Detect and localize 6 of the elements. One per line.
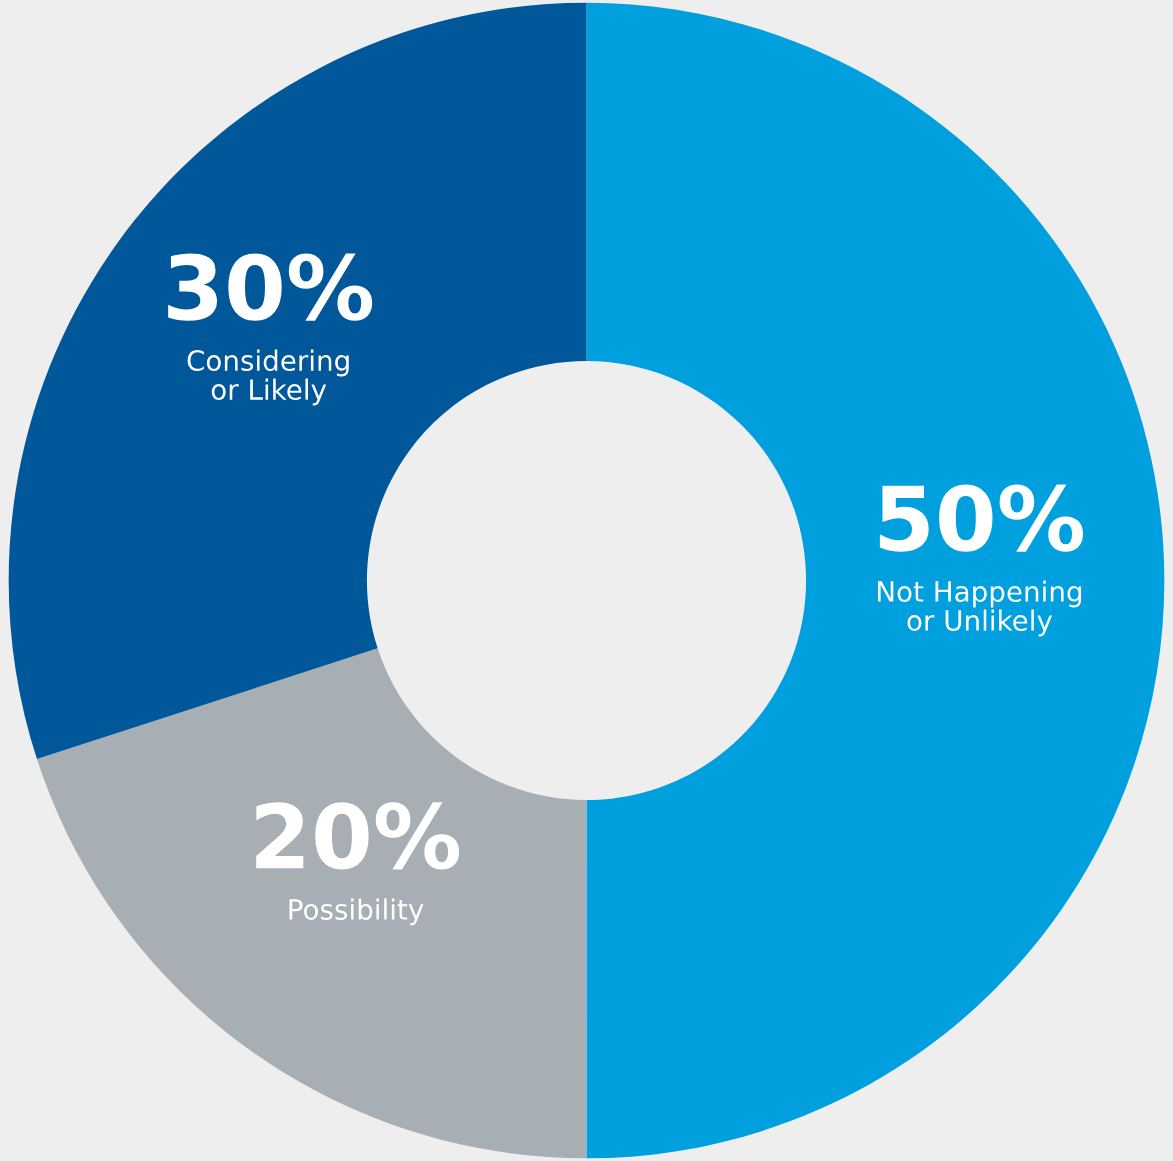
data-label: 50% (879, 484, 1083, 552)
slice-label: Considering or Likely (187, 349, 349, 406)
slice-label: Possibility (289, 898, 424, 926)
data-label: 20% (256, 802, 460, 870)
slice-label: Not Happening or Unlikely (877, 580, 1082, 637)
data-label: 30% (168, 253, 373, 321)
